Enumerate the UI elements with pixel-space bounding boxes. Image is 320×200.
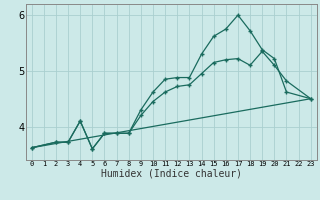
X-axis label: Humidex (Indice chaleur): Humidex (Indice chaleur) (101, 169, 242, 179)
